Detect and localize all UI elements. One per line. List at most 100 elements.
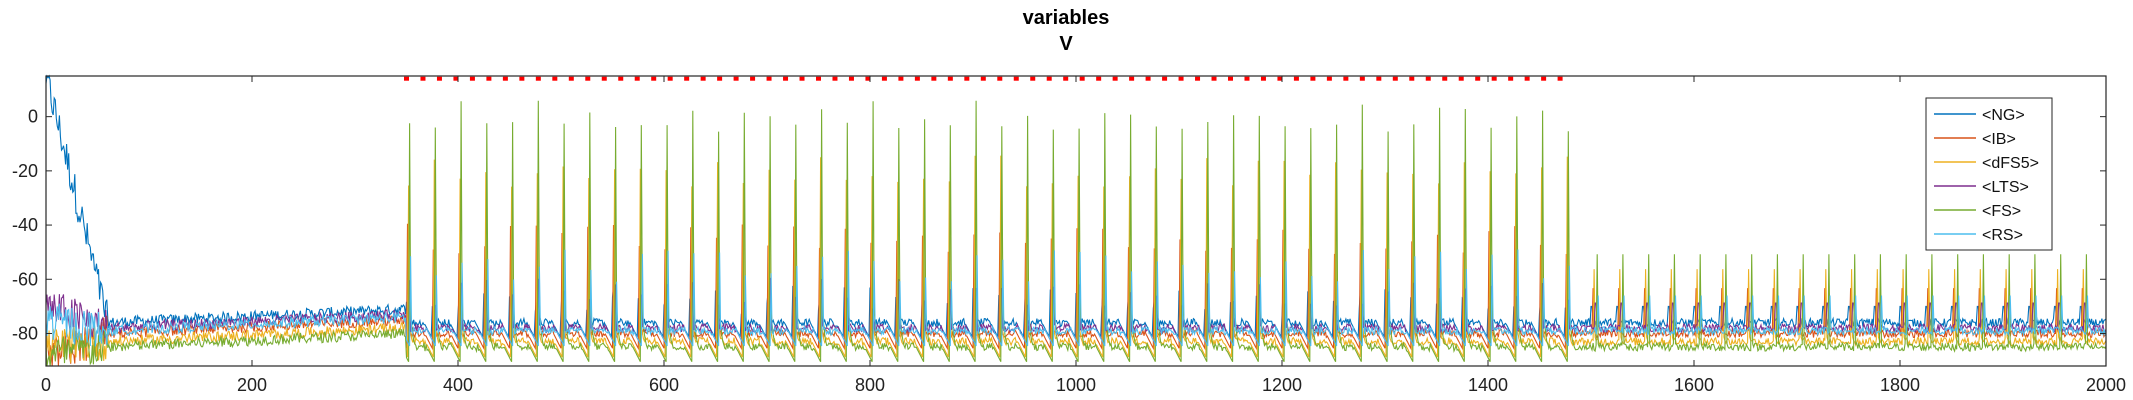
- x-tick-label: 1600: [1674, 375, 1714, 395]
- series-line: [45, 100, 2107, 367]
- stimulus-dot: [931, 76, 937, 81]
- stimulus-dot: [1046, 76, 1052, 81]
- series-line: [45, 223, 2107, 367]
- stimulus-dot: [733, 76, 739, 81]
- stimulus-dot: [1359, 76, 1365, 81]
- stimulus-dot: [585, 76, 591, 81]
- x-tick-label: 1000: [1056, 375, 1096, 395]
- stimulus-dot: [1293, 76, 1299, 81]
- stimulus-dot: [766, 76, 772, 81]
- stimulus-dot: [1442, 76, 1448, 81]
- stimulus-dot: [816, 76, 821, 81]
- stimulus-dot: [1162, 76, 1168, 81]
- stimulus-dot: [799, 76, 805, 81]
- x-tick-label: 1400: [1468, 375, 1508, 395]
- stimulus-dot: [1458, 76, 1464, 81]
- stimulus-dot: [568, 76, 574, 81]
- stimulus-dot: [717, 76, 723, 81]
- x-tick-label: 1800: [1880, 375, 1920, 395]
- stimulus-dot: [947, 76, 953, 81]
- stimulus-dot: [469, 76, 475, 81]
- x-tick-label: 1200: [1262, 375, 1302, 395]
- stimulus-dot: [1277, 76, 1283, 81]
- stimulus-dot: [552, 76, 558, 81]
- stimulus-marker: [404, 76, 1563, 81]
- stimulus-dot: [667, 76, 673, 81]
- stimulus-dot: [914, 76, 920, 81]
- stimulus-dot: [535, 76, 541, 81]
- stimulus-dot: [1030, 76, 1036, 81]
- stimulus-dot: [832, 76, 838, 81]
- stimulus-dot: [1244, 76, 1250, 81]
- stimulus-dot: [1228, 76, 1233, 81]
- y-tick-label: -80: [12, 323, 38, 343]
- stimulus-dot: [1013, 76, 1019, 81]
- legend-label: <LTS>: [1982, 179, 2029, 196]
- legend-label: <FS>: [1982, 203, 2021, 220]
- series-line: [45, 155, 2107, 364]
- stimulus-dot: [1326, 76, 1332, 81]
- series-line: [45, 249, 2107, 347]
- stimulus-dot: [1541, 76, 1547, 81]
- legend-label: <dFS5>: [1982, 155, 2039, 172]
- stimulus-dot: [1063, 76, 1069, 81]
- stimulus-dot: [1376, 76, 1382, 81]
- stimulus-dot: [651, 76, 657, 81]
- stimulus-dot: [750, 76, 756, 81]
- legend-box: [1925, 97, 2053, 251]
- stimulus-dot: [964, 76, 970, 81]
- series-layer: [45, 74, 2107, 367]
- stimulus-dot: [783, 76, 789, 81]
- x-tick-label: 200: [237, 375, 267, 395]
- stimulus-dot: [1557, 76, 1563, 81]
- stimulus-dot: [404, 76, 409, 81]
- stimulus-dot: [420, 76, 426, 81]
- stimulus-dot: [1491, 76, 1497, 81]
- stimulus-dot: [436, 76, 442, 81]
- plot-area: 0 200 400 600 800 1000 1200 1400 1600 1800 2000 0 -2…: [12, 74, 2126, 395]
- y-tick-label: -20: [12, 161, 38, 181]
- stimulus-dot: [1178, 76, 1184, 81]
- y-tick-label: -40: [12, 215, 38, 235]
- stimulus-dot: [1475, 76, 1481, 81]
- stimulus-dot: [1195, 76, 1201, 81]
- stimulus-dot: [1260, 76, 1266, 81]
- stimulus-dot: [1409, 76, 1415, 81]
- stimulus-dot: [684, 76, 690, 81]
- stimulus-dot: [1343, 76, 1349, 81]
- stimulus-dot: [634, 76, 640, 81]
- stimulus-dot: [848, 76, 854, 81]
- stimulus-dot: [502, 76, 508, 81]
- stimulus-dot: [486, 76, 492, 81]
- legend-label: <RS>: [1982, 227, 2023, 244]
- stimulus-dot: [1129, 76, 1135, 81]
- x-tick-label: 400: [443, 375, 473, 395]
- stimulus-dot: [1112, 76, 1118, 81]
- legend-label: <NG>: [1982, 107, 2025, 124]
- legend: <NG> <IB> <dFS5> <LTS> <FS> <RS>: [1925, 97, 2053, 251]
- stimulus-dot: [898, 76, 904, 81]
- stimulus-dot: [865, 76, 871, 81]
- stimulus-dot: [881, 76, 887, 81]
- stimulus-dot: [1425, 76, 1431, 81]
- legend-label: <IB>: [1982, 131, 2016, 148]
- stimulus-dot: [1145, 76, 1151, 81]
- stimulus-dot: [1524, 76, 1530, 81]
- x-tick-label: 0: [41, 375, 51, 395]
- stimulus-dot: [1079, 76, 1085, 81]
- tick-layer: 0 200 400 600 800 1000 1200 1400 1600 1800 2000 0 -2…: [12, 76, 2126, 395]
- stimulus-dot: [601, 76, 607, 81]
- stimulus-dot: [1392, 76, 1398, 81]
- y-tick-label: 0: [28, 107, 38, 127]
- stimulus-dot: [1096, 76, 1102, 81]
- x-tick-label: 600: [649, 375, 679, 395]
- chart-title: variables: [1023, 7, 1110, 29]
- stimulus-dot: [453, 76, 459, 81]
- stimulus-dot: [519, 76, 525, 81]
- stimulus-dot: [1508, 76, 1514, 81]
- stimulus-dot: [980, 76, 986, 81]
- stimulus-dot: [618, 76, 624, 81]
- x-tick-label: 800: [855, 375, 885, 395]
- stimulus-dot: [1310, 76, 1316, 81]
